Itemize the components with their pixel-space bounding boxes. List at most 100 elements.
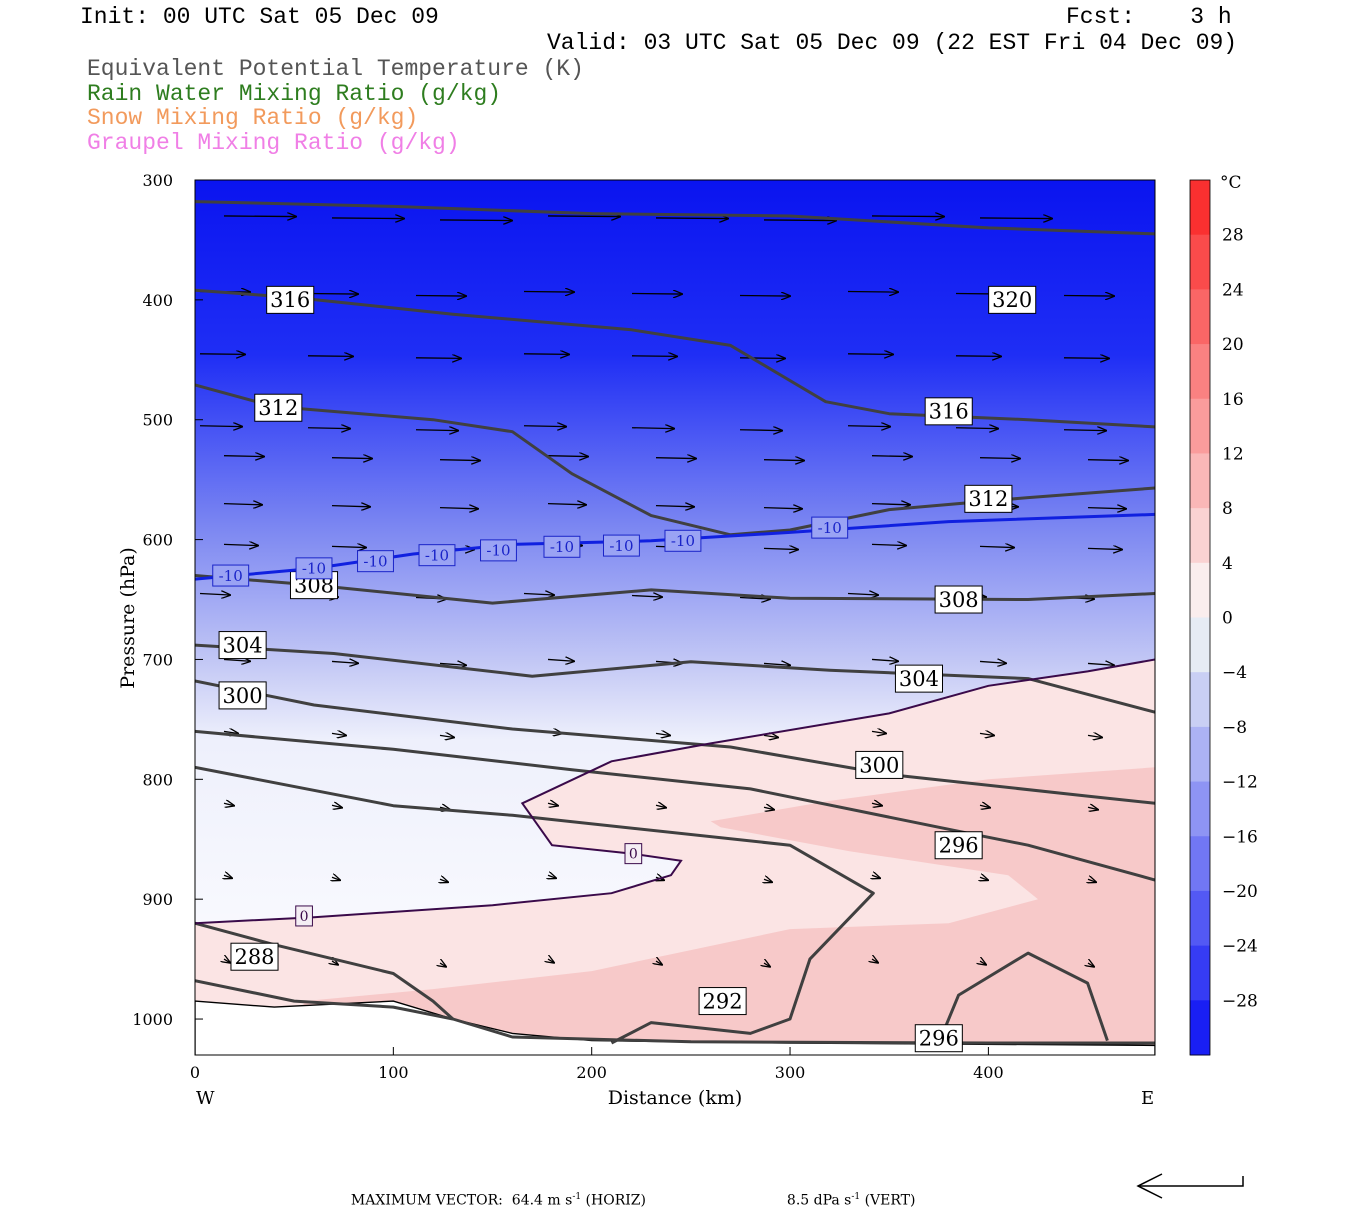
wind-vector bbox=[548, 959, 554, 963]
wind-vector bbox=[223, 731, 238, 733]
contour-label-box bbox=[218, 681, 267, 710]
wind-vector bbox=[307, 356, 353, 357]
contour-label-box bbox=[855, 750, 904, 779]
wind-vector bbox=[739, 598, 770, 600]
wind-vector bbox=[980, 877, 988, 880]
wind-vector bbox=[979, 733, 994, 735]
x-axis: 0 100 200 300 400 bbox=[190, 1047, 1004, 1082]
colorbar-bin bbox=[1190, 672, 1210, 728]
colorbar-tick-label: −12 bbox=[1222, 773, 1258, 793]
wind-vector bbox=[439, 508, 478, 509]
wind-vector bbox=[439, 460, 480, 461]
wind-vector bbox=[847, 354, 893, 355]
colorbar-bin bbox=[1190, 726, 1210, 783]
wind-vector bbox=[1087, 548, 1122, 549]
contour-label-box bbox=[212, 564, 250, 587]
contour-label-box bbox=[624, 843, 643, 865]
y-axis-title: Pressure (hPa) bbox=[117, 547, 139, 689]
contour-label-box bbox=[914, 1024, 963, 1053]
wind-vector bbox=[307, 428, 350, 429]
contour-label: -10 bbox=[609, 537, 633, 555]
max-vector-vert: 8.5 dPa s bbox=[786, 1192, 852, 1209]
contour-label-box bbox=[988, 285, 1037, 314]
theta-e-contours: 3203163163123123083083043043003002962922… bbox=[195, 200, 1155, 1053]
y-tick-label: 300 bbox=[142, 171, 173, 190]
forecast-hour: Fcst: 3 h bbox=[1066, 4, 1232, 30]
x-axis-title: Distance (km) bbox=[608, 1087, 743, 1109]
theta-e-isoline bbox=[195, 729, 1155, 882]
wind-vector bbox=[763, 807, 774, 809]
contour-label-box bbox=[266, 285, 315, 314]
wind-vector bbox=[224, 875, 232, 878]
contour-label-box bbox=[698, 987, 747, 1016]
wind-vector bbox=[979, 546, 1014, 547]
wind-vector bbox=[871, 803, 882, 805]
contour-label: -10 bbox=[302, 560, 326, 578]
wind-vector bbox=[847, 426, 890, 427]
wind-vector bbox=[332, 961, 338, 965]
wind-vector bbox=[847, 594, 878, 596]
contour-label: 288 bbox=[234, 945, 274, 969]
colorbar-tick-label: −24 bbox=[1222, 937, 1258, 957]
field-title-rain: Rain Water Mixing Ratio (g/kg) bbox=[87, 81, 502, 107]
wind-vector bbox=[739, 430, 782, 431]
contour-label-box bbox=[664, 529, 702, 552]
theta-e-isoline bbox=[195, 765, 875, 1045]
wind-vector bbox=[331, 805, 342, 807]
wind-vector bbox=[979, 218, 1052, 219]
contour-label-box bbox=[295, 905, 313, 927]
y-tick-label: 700 bbox=[142, 650, 173, 669]
wind-vector bbox=[871, 659, 898, 661]
y-tick-label: 600 bbox=[142, 531, 173, 550]
wind-vector bbox=[980, 961, 986, 965]
temperature-colorbar: 28 24 20 16 12 8 4 0 −4 −8 −12 −16 −20 −24 −28 bbox=[1189, 179, 1258, 1056]
contour-label: 312 bbox=[258, 396, 298, 420]
wind-vector bbox=[739, 358, 785, 359]
y-axis: 300 400 500 600 700 800 900 1000 bbox=[132, 171, 203, 1029]
contour-label-box bbox=[418, 544, 456, 567]
contour-label-box bbox=[543, 535, 581, 558]
wind-vector bbox=[224, 959, 230, 963]
wind-vector bbox=[331, 546, 366, 547]
contour-label: 300 bbox=[223, 684, 263, 708]
contour-label-box bbox=[811, 516, 849, 539]
wind-vector bbox=[523, 426, 566, 427]
colorbar-bin bbox=[1190, 398, 1210, 454]
field-title-graupel: Graupel Mixing Ratio (g/kg) bbox=[87, 130, 460, 156]
wind-vector bbox=[307, 293, 358, 294]
wind-vector bbox=[547, 456, 588, 457]
colorbar-bin bbox=[1190, 836, 1210, 892]
x-tick-label: 100 bbox=[378, 1063, 409, 1082]
wind-vector bbox=[871, 731, 886, 733]
wind-vector bbox=[199, 426, 242, 427]
y-tick-label: 800 bbox=[142, 770, 173, 789]
wind-vector bbox=[331, 218, 404, 219]
temperature-contours: 0 0 -10 -10 -10 -10 -10 -10 -10 -10 -10 bbox=[195, 512, 1155, 927]
colorbar-bin bbox=[1190, 453, 1210, 509]
colorbar-tick-label: 8 bbox=[1222, 499, 1233, 519]
contour-label: 320 bbox=[992, 288, 1032, 312]
contour-label-box bbox=[934, 831, 983, 860]
wind-vector bbox=[656, 961, 662, 965]
contour-label-box bbox=[894, 664, 943, 693]
colorbar-tick-label: 4 bbox=[1222, 554, 1233, 574]
west-label: W bbox=[196, 1088, 215, 1109]
contour-label: -10 bbox=[671, 532, 695, 550]
unit-exponent-2: -1 bbox=[851, 1192, 861, 1202]
colorbar-bin bbox=[1190, 344, 1210, 400]
theta-e-isoline bbox=[195, 200, 1155, 236]
colorbar-bin bbox=[1190, 508, 1210, 564]
contour-label: 292 bbox=[703, 989, 743, 1013]
wind-vector bbox=[332, 877, 340, 880]
wind-vector bbox=[1063, 295, 1114, 296]
wind-vector bbox=[1063, 430, 1106, 431]
wind-vector bbox=[199, 594, 230, 596]
plot-area: 3203163163123123083083043043003002962922… bbox=[195, 180, 1155, 1055]
theta-e-isoline bbox=[195, 679, 1155, 805]
wind-vector bbox=[415, 358, 461, 359]
wind-vector bbox=[872, 959, 878, 963]
wind-vector bbox=[1063, 358, 1109, 359]
colorbar-tick-label: 20 bbox=[1222, 335, 1244, 355]
contour-label: 0 bbox=[300, 909, 309, 925]
wind-vector bbox=[547, 504, 586, 505]
